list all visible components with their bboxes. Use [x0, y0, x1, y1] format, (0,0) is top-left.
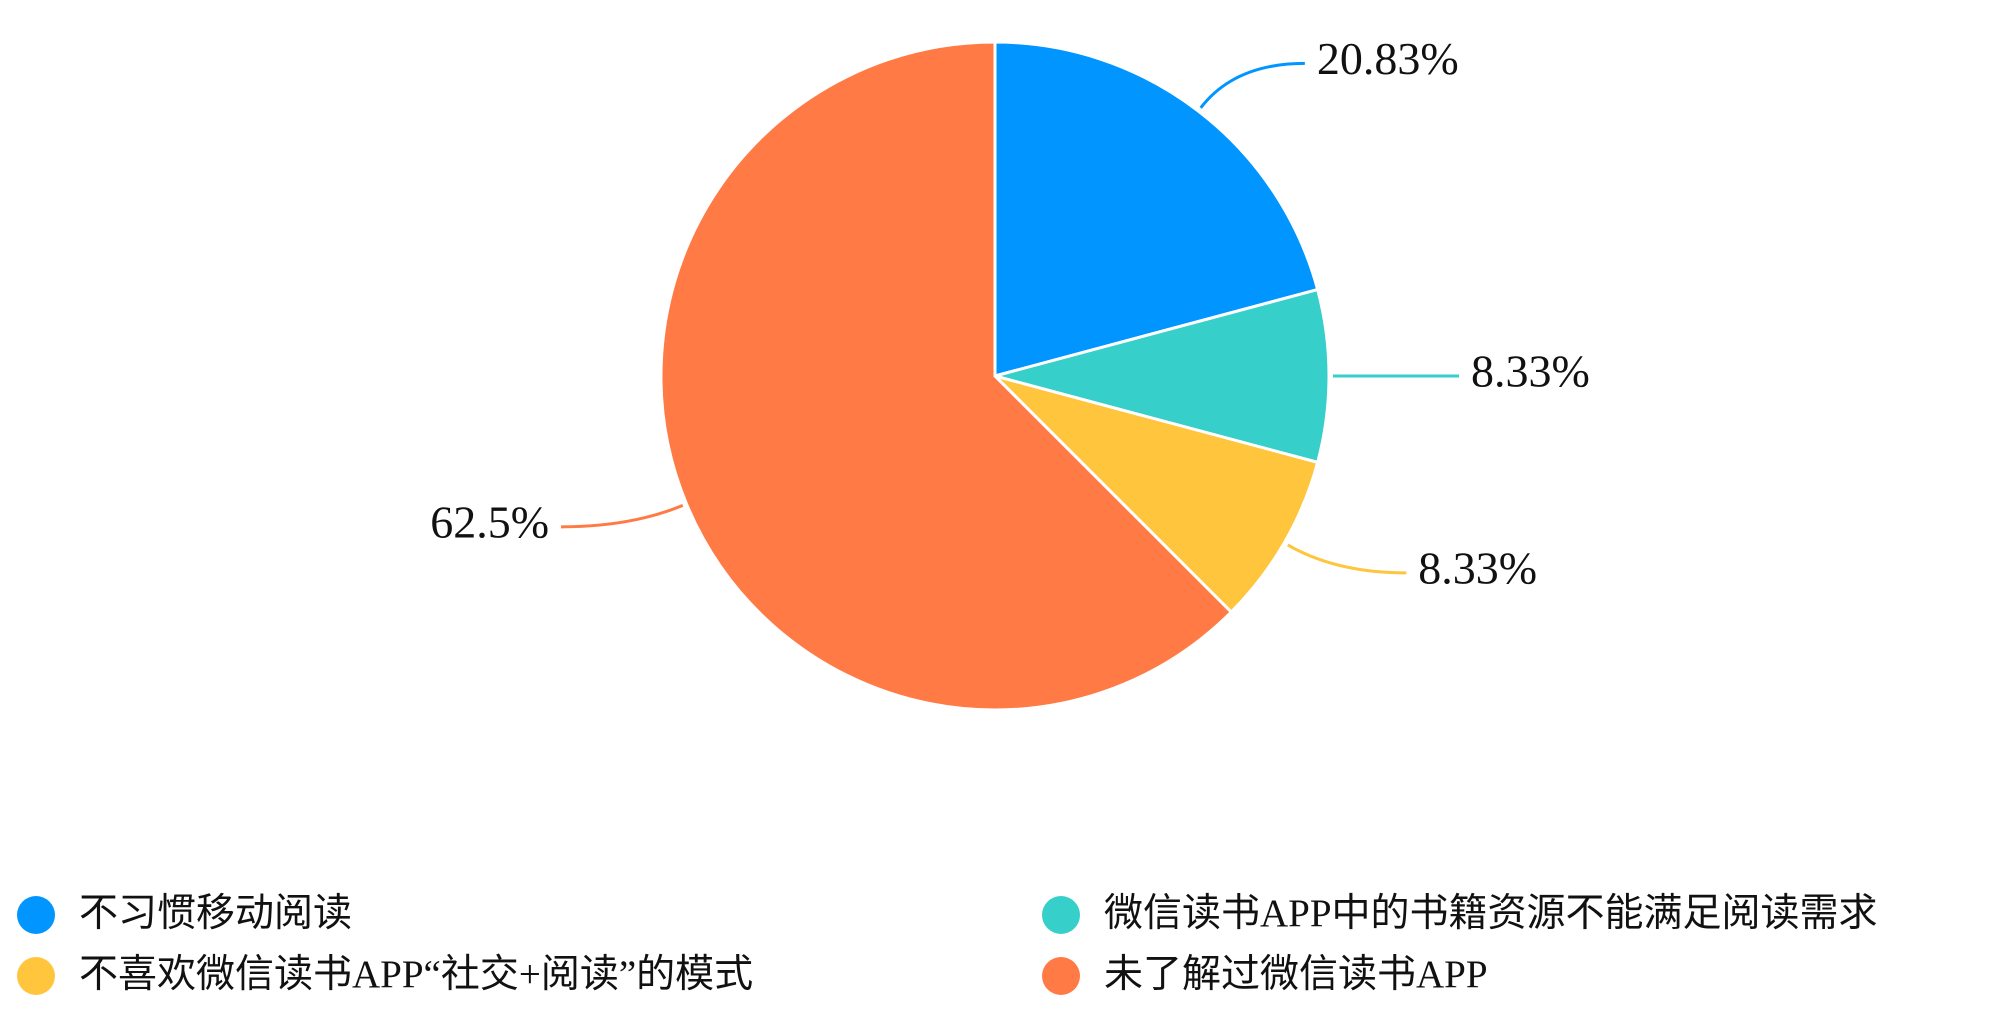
legend-label: 微信读书APP中的书籍资源不能满足阅读需求	[1104, 892, 1878, 935]
legend-label: 未了解过微信读书APP	[1104, 953, 1488, 996]
legend-swatch	[1042, 957, 1080, 995]
pie-slice	[989, 287, 1331, 465]
legend-swatch	[17, 957, 55, 995]
data-label: 62.5%	[430, 496, 549, 547]
legend-swatch	[17, 896, 55, 934]
data-label: 8.33%	[1471, 346, 1590, 397]
data-label: 20.83%	[1317, 33, 1459, 84]
pie-slice	[993, 40, 1320, 378]
legend-swatch	[1042, 896, 1080, 934]
legend-label: 不习惯移动阅读	[79, 892, 352, 935]
leader-line	[1199, 61, 1305, 109]
data-label: 8.33%	[1418, 542, 1537, 593]
leader-line	[1287, 543, 1407, 575]
pie-slice	[989, 373, 1320, 615]
legend-label: 不喜欢微信读书APP“社交+阅读”的模式	[79, 953, 753, 996]
leader-line	[561, 504, 684, 529]
pie-slice	[659, 40, 1234, 712]
